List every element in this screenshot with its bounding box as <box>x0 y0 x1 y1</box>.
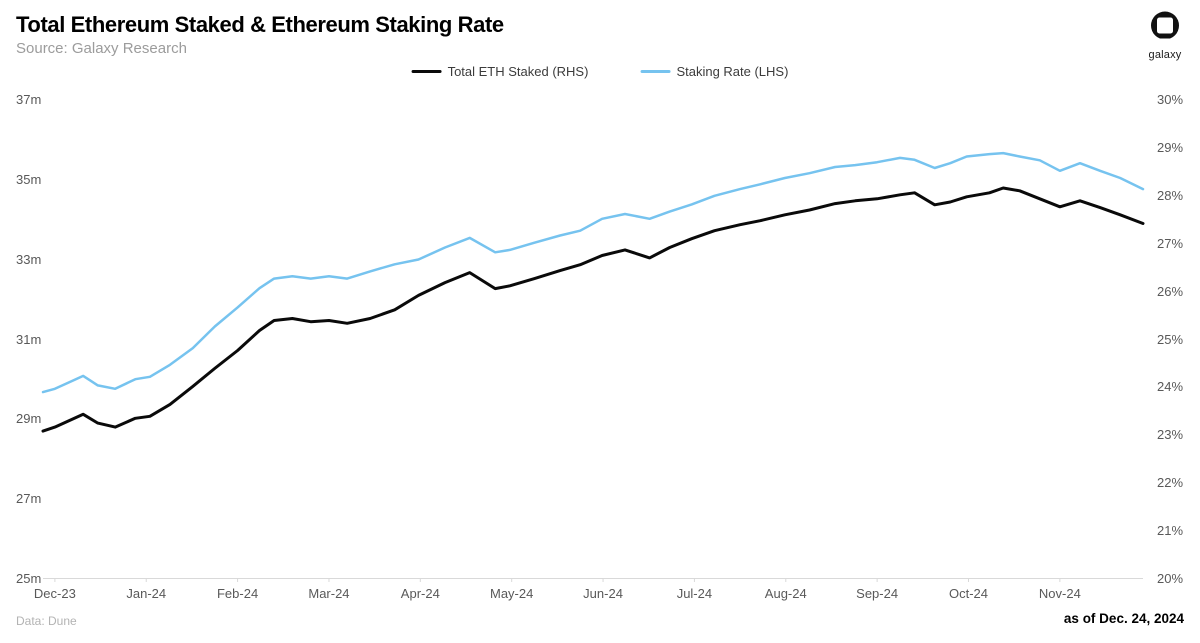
y-axis-left-label: 25m <box>16 571 42 586</box>
legend: Total ETH Staked (RHS) Staking Rate (LHS… <box>411 64 788 79</box>
x-axis-label: Mar-24 <box>308 586 350 601</box>
eth-staked-line <box>41 186 1145 433</box>
y-axis-right-label: 25% <box>1157 331 1184 347</box>
y-axis-left-label: 37m <box>16 92 42 107</box>
legend-item-eth-staked: Total ETH Staked (RHS) <box>411 64 589 79</box>
y-axis-right-label: 30% <box>1157 92 1184 107</box>
legend-label: Total ETH Staked (RHS) <box>447 64 589 79</box>
y-axis-right-label: 27% <box>1157 235 1184 251</box>
line-swatch-icon <box>640 70 671 73</box>
y-axis-right-label: 22% <box>1157 475 1184 491</box>
y-axis-left-label: 31m <box>16 331 42 347</box>
x-axis-label: Dec-23 <box>33 586 76 601</box>
x-axis-label: Jan-24 <box>126 586 167 601</box>
staking-rate-line <box>41 151 1145 394</box>
y-axis-right-label: 28% <box>1157 187 1184 203</box>
x-axis-label: May-24 <box>490 586 534 601</box>
as-of-date: as of Dec. 24, 2024 <box>1063 611 1184 626</box>
page-title: Total Ethereum Staked & Ethereum Staking… <box>16 12 504 37</box>
legend-label: Staking Rate (LHS) <box>676 64 789 79</box>
y-axis-left-label: 29m <box>16 411 42 427</box>
line-swatch-icon <box>411 70 442 73</box>
x-axis-label: Feb-24 <box>216 586 259 601</box>
chart-source: Source: Galaxy Research <box>16 40 187 57</box>
y-axis-left-label: 27m <box>16 491 42 507</box>
x-axis-label: Aug-24 <box>764 586 807 601</box>
x-axis-label: Nov-24 <box>1038 586 1081 601</box>
galaxy-logo-icon <box>1146 11 1184 44</box>
x-axis-label: Jul-24 <box>676 586 713 601</box>
y-axis-left-label: 35m <box>16 171 42 187</box>
y-axis-right-label: 24% <box>1157 379 1184 395</box>
x-axis-label: Oct-24 <box>948 586 988 601</box>
y-axis-right-label: 20% <box>1157 571 1184 586</box>
y-axis-right-label: 26% <box>1157 283 1184 299</box>
x-axis-label: Sep-24 <box>856 586 899 601</box>
galaxy-logo: galaxy <box>1142 10 1188 61</box>
y-axis-right-label: 29% <box>1157 139 1184 155</box>
y-axis-right-label: 23% <box>1157 427 1184 443</box>
y-axis-right-label: 21% <box>1157 523 1184 539</box>
y-axis-left-label: 33m <box>16 251 42 267</box>
galaxy-logo-text: galaxy <box>1148 49 1182 61</box>
x-axis-label: Apr-24 <box>400 586 440 601</box>
legend-item-staking-rate: Staking Rate (LHS) <box>640 64 788 79</box>
x-axis-label: Jun-24 <box>583 586 623 601</box>
data-source-note: Data: Dune <box>16 614 77 628</box>
